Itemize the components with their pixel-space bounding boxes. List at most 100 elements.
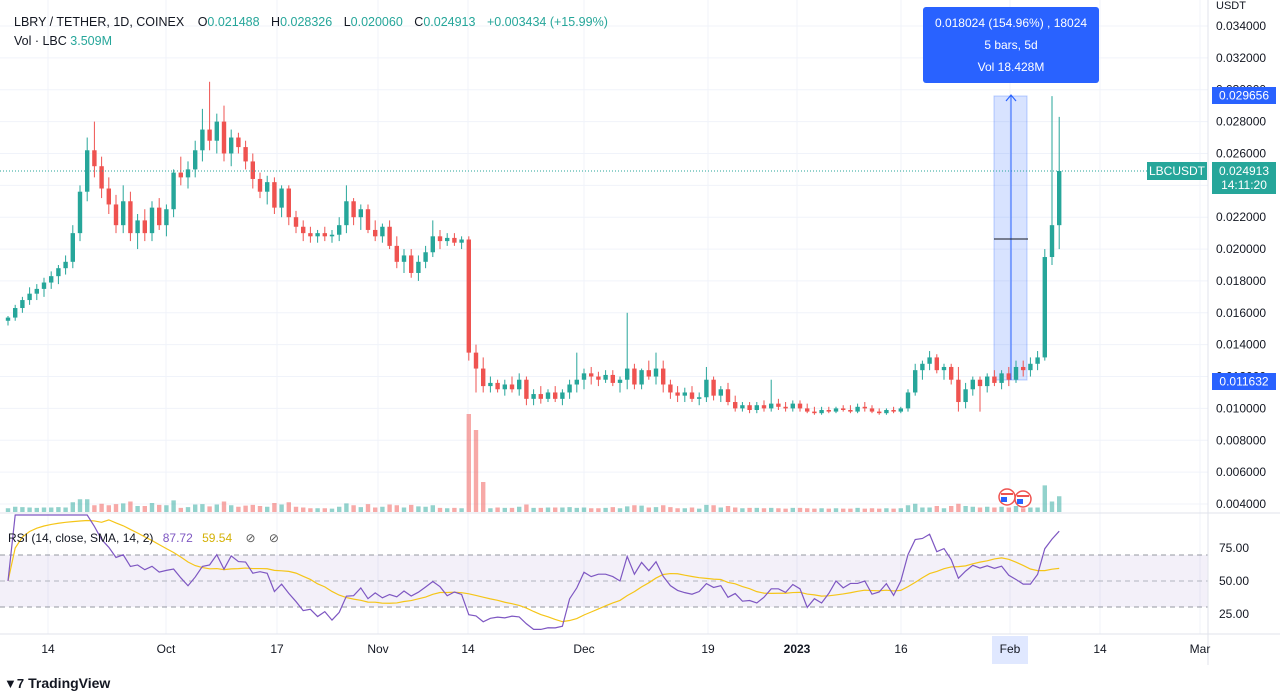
volume-bar	[344, 503, 349, 512]
volume-bar	[574, 507, 579, 512]
volume-bar	[229, 505, 234, 512]
hide-icon-2[interactable]: ⊘	[268, 531, 279, 545]
volume-bar	[697, 508, 702, 512]
volume-bar	[617, 508, 623, 512]
candle-body	[41, 282, 47, 289]
price-tick-label: 0.006000	[1216, 465, 1266, 479]
symbol-tag-label: LBCUSDT	[1149, 164, 1206, 178]
time-axis[interactable]: 14 Oct 17 Nov 14 Dec 19 2023 16 Feb 14 Mar	[41, 636, 1210, 664]
rsi-title[interactable]: RSI (14, close, SMA, 14, 2)	[8, 531, 154, 545]
candle-body	[495, 382, 500, 390]
candle-body	[164, 209, 169, 226]
candle-body	[977, 379, 983, 387]
candle-body	[545, 392, 551, 399]
candle-body	[27, 293, 32, 301]
candle-body	[77, 191, 83, 234]
volume-bar	[581, 507, 587, 512]
candle-body	[553, 392, 558, 399]
candle-body	[13, 308, 18, 318]
candle-body	[49, 276, 54, 283]
candle-body	[423, 252, 428, 262]
volume-bar	[1006, 507, 1011, 512]
rsi-tick-label: 75.00	[1219, 541, 1249, 555]
time-tick-label: Mar	[1190, 642, 1211, 656]
volume-bar	[956, 503, 961, 512]
volume-bar	[27, 507, 32, 512]
candle-body	[142, 220, 147, 234]
candle-body	[718, 389, 723, 396]
candle-body	[970, 379, 975, 390]
rsi-sma-value: 59.54	[202, 531, 233, 545]
volume-bar	[308, 508, 313, 512]
volume-bar	[603, 507, 608, 512]
volume-bar	[430, 505, 435, 512]
volume-bar	[517, 506, 522, 512]
measure-tooltip-change: 0.018024 (154.96%) , 18024	[934, 16, 1088, 30]
volume-bar	[1057, 496, 1062, 512]
price-tick-label: 0.016000	[1216, 306, 1266, 320]
volume-bar	[250, 504, 255, 512]
candle-body	[740, 405, 745, 409]
candle-body	[488, 382, 493, 387]
time-highlight	[992, 636, 1028, 664]
volume-bar	[877, 508, 882, 512]
volume-bar	[70, 502, 75, 512]
price-tick-label: 0.014000	[1216, 338, 1266, 352]
candle-body	[373, 229, 378, 237]
volume-bar	[365, 504, 371, 512]
volume-bar	[315, 508, 320, 512]
volume-bar	[380, 506, 385, 512]
volume-bar	[704, 504, 709, 512]
symbol-title[interactable]: LBRY / TETHER, 1D, COINEX	[14, 15, 185, 29]
volume-bar	[553, 507, 558, 512]
candle-body	[171, 172, 176, 210]
rsi-axis[interactable]: 75.00 50.00 25.00	[1219, 541, 1249, 621]
price-axis-unit: USDT	[1216, 0, 1246, 12]
candle-body	[1021, 366, 1026, 371]
candle-body	[833, 408, 839, 412]
candle-body	[409, 255, 414, 273]
volume-bar	[301, 507, 306, 512]
price-tick-label: 0.010000	[1216, 401, 1266, 415]
hide-icon[interactable]: ⊘	[245, 531, 256, 545]
volume-bar	[913, 503, 918, 512]
volume-bar	[488, 508, 493, 512]
time-tick-label: Oct	[157, 642, 176, 656]
volume-bar	[905, 505, 911, 512]
volume-bar	[639, 505, 644, 512]
top-measure-marker	[1212, 87, 1276, 104]
volume-bar	[1042, 485, 1047, 512]
ohlc-legend-row: LBRY / TETHER, 1D, COINEX O0.021488 H0.0…	[14, 13, 616, 32]
candle-body	[358, 209, 363, 218]
volume-bar	[149, 503, 155, 512]
candle-body	[1035, 357, 1040, 364]
symbol-tag[interactable]	[1147, 162, 1207, 180]
tradingview-brand[interactable]: ▼7 TradingView	[4, 675, 110, 691]
volume-bar	[819, 508, 824, 512]
candle-body	[1028, 363, 1033, 371]
volume-bar	[481, 482, 486, 512]
candle-body	[502, 384, 507, 390]
change-value: +0.003434 (+15.99%)	[486, 15, 608, 29]
candle-body	[178, 172, 183, 178]
rsi-line	[7, 514, 1060, 631]
volume-bar	[761, 508, 767, 512]
candle-body	[200, 129, 205, 151]
time-tick-label: 16	[894, 642, 908, 656]
candle-body	[920, 363, 925, 371]
candle-body	[805, 408, 810, 412]
volume-bar	[826, 508, 831, 512]
candle-body	[574, 379, 579, 385]
candle-body	[509, 384, 515, 390]
candle-body	[682, 392, 687, 396]
volume-bar	[661, 505, 666, 512]
candle-body	[524, 379, 529, 399]
candle-body	[812, 411, 817, 414]
candle-body	[229, 137, 234, 154]
volume-bar	[610, 507, 615, 512]
price-tick-label: 0.028000	[1216, 115, 1266, 129]
volume-bar	[221, 501, 227, 512]
volume-bar	[869, 508, 875, 512]
volume-legend-row: Vol · LBC 3.509M	[14, 32, 616, 51]
